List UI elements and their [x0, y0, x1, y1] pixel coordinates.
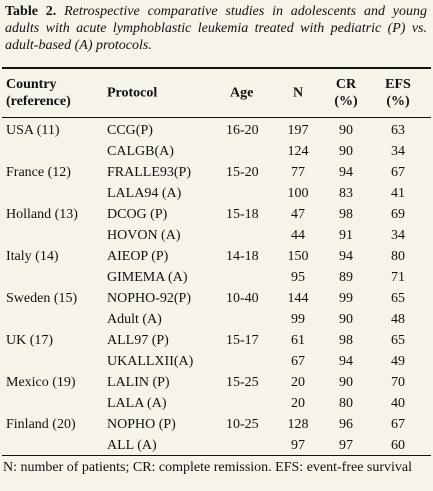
- age-cell: 15-25: [226, 375, 259, 390]
- n-cell: 95: [291, 270, 305, 285]
- cr-cell: 90: [339, 312, 353, 327]
- column-header: Protocol: [107, 85, 158, 101]
- n-cell: 44: [291, 228, 305, 243]
- header-rule: [2, 117, 431, 118]
- efs-cell: 63: [391, 123, 405, 138]
- efs-cell: 67: [391, 165, 405, 180]
- efs-cell: 80: [391, 249, 405, 264]
- country-cell: USA (11): [6, 123, 60, 138]
- protocol-cell: LALA (A): [107, 396, 167, 411]
- efs-cell: 34: [391, 144, 405, 159]
- efs-cell: 60: [391, 438, 405, 453]
- n-cell: 97: [291, 438, 305, 453]
- n-cell: 124: [287, 144, 309, 159]
- column-header: N: [292, 85, 304, 101]
- efs-cell: 67: [391, 417, 405, 432]
- country-cell: Mexico (19): [6, 375, 76, 390]
- n-cell: 47: [291, 207, 305, 222]
- protocol-cell: GIMEMA (A): [107, 270, 188, 285]
- country-cell: Finland (20): [6, 417, 76, 432]
- efs-cell: 40: [391, 396, 405, 411]
- n-cell: 144: [287, 291, 309, 306]
- n-cell: 100: [287, 186, 309, 201]
- n-cell: 197: [287, 123, 309, 138]
- cr-cell: 90: [339, 144, 353, 159]
- protocol-cell: HOVON (A): [107, 228, 181, 243]
- n-cell: 77: [291, 165, 305, 180]
- age-cell: 10-40: [226, 291, 259, 306]
- top-rule: [2, 67, 431, 69]
- cr-cell: 94: [339, 249, 353, 264]
- protocol-cell: FRALLE93(P): [107, 165, 191, 180]
- cr-cell: 91: [339, 228, 353, 243]
- column-header: EFS (%): [385, 77, 411, 109]
- column-header: Country (reference): [6, 77, 71, 109]
- cr-cell: 99: [339, 291, 353, 306]
- efs-cell: 65: [391, 291, 405, 306]
- caption-label: Table 2.: [5, 4, 57, 19]
- n-cell: 150: [287, 249, 309, 264]
- efs-cell: 71: [391, 270, 405, 285]
- protocol-cell: ALL (A): [107, 438, 157, 453]
- protocol-cell: NOPHO (P): [107, 417, 176, 432]
- n-cell: 20: [291, 375, 305, 390]
- column-header: Age: [230, 85, 254, 101]
- protocol-cell: NOPHO-92(P): [107, 291, 191, 306]
- protocol-cell: ALL97 (P): [107, 333, 169, 348]
- cr-cell: 90: [339, 123, 353, 138]
- cr-cell: 89: [339, 270, 353, 285]
- efs-cell: 49: [391, 354, 405, 369]
- cr-cell: 83: [339, 186, 353, 201]
- protocol-cell: DCOG (P): [107, 207, 168, 222]
- n-cell: 61: [291, 333, 305, 348]
- cr-cell: 96: [339, 417, 353, 432]
- efs-cell: 48: [391, 312, 405, 327]
- protocol-cell: Adult (A): [107, 312, 162, 327]
- cr-cell: 98: [339, 333, 353, 348]
- efs-cell: 41: [391, 186, 405, 201]
- column-header: CR (%): [334, 77, 358, 109]
- efs-cell: 34: [391, 228, 405, 243]
- n-cell: 128: [287, 417, 309, 432]
- protocol-cell: LALA94 (A): [107, 186, 182, 201]
- age-cell: 14-18: [226, 249, 259, 264]
- country-cell: France (12): [6, 165, 71, 180]
- country-cell: UK (17): [6, 333, 54, 348]
- cr-cell: 97: [339, 438, 353, 453]
- cr-cell: 80: [339, 396, 353, 411]
- n-cell: 99: [291, 312, 305, 327]
- footnote: N: number of patients; CR: complete remi…: [3, 460, 413, 475]
- protocol-cell: CALGB(A): [107, 144, 174, 159]
- cr-cell: 94: [339, 354, 353, 369]
- n-cell: 67: [291, 354, 305, 369]
- country-cell: Sweden (15): [6, 291, 78, 306]
- caption: Table 2. Retrospective comparative studi…: [5, 3, 427, 54]
- age-cell: 15-18: [226, 207, 259, 222]
- efs-cell: 69: [391, 207, 405, 222]
- protocol-cell: AIEOP (P): [107, 249, 169, 264]
- caption-text: Retrospective comparative studies in ado…: [5, 4, 427, 53]
- protocol-cell: CCG(P): [107, 123, 153, 138]
- protocol-cell: UKALLXII(A): [107, 354, 194, 369]
- country-cell: Italy (14): [6, 249, 59, 264]
- cr-cell: 94: [339, 165, 353, 180]
- age-cell: 16-20: [226, 123, 259, 138]
- age-cell: 15-20: [226, 165, 259, 180]
- bottom-rule: [2, 455, 431, 456]
- age-cell: 15-17: [226, 333, 259, 348]
- protocol-cell: LALIN (P): [107, 375, 170, 390]
- age-cell: 10-25: [226, 417, 259, 432]
- efs-cell: 65: [391, 333, 405, 348]
- cr-cell: 90: [339, 375, 353, 390]
- cr-cell: 98: [339, 207, 353, 222]
- efs-cell: 70: [391, 375, 405, 390]
- n-cell: 20: [291, 396, 305, 411]
- country-cell: Holland (13): [6, 207, 78, 222]
